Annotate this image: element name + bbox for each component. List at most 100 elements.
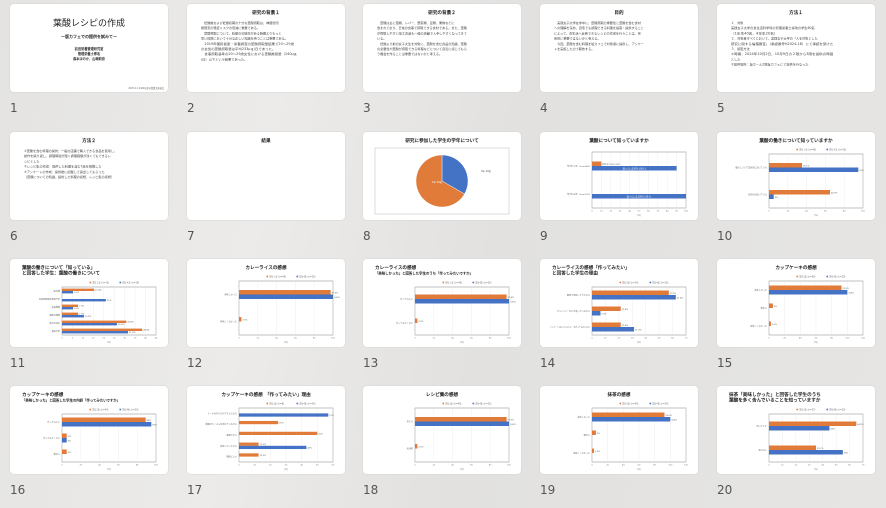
slide-thumbnail-2[interactable]: 研究の背景１ 妊娠前および妊娠初期の十分な葉酸摂取は、神経管閉 鎖障害の発症リスク… xyxy=(187,4,345,92)
x-tick-label: 20 xyxy=(256,338,259,340)
data-label: 2.5% xyxy=(418,447,423,449)
body-text-line: 実践女子大学の食生活科学科の管理栄養士専攻の学生60名 xyxy=(731,25,815,30)
slide-content: カレーライスの感想「美味しかった」と回答した学生のうち「作ってみたいですか」学年… xyxy=(375,264,516,344)
x-tick-label: 0 xyxy=(414,465,416,467)
legend-swatch xyxy=(619,281,622,284)
category-label: 知っていた xyxy=(757,424,768,428)
slide-thumbnail-7[interactable]: 結果 xyxy=(187,132,345,220)
slide-thumbnail-3[interactable]: 研究の背景２ 葉酸は主に藻類、レバー、野菜類、豆類、果物などに 含まれており、日常… xyxy=(363,4,521,92)
x-tick-label: 0 xyxy=(61,465,63,467)
category-label: 無記入 xyxy=(54,452,60,456)
slide-thumbnail-17[interactable]: カップケーキの感想 「作ってみたい」理由 学年1年 (n=8) 学年4年 (n=14… xyxy=(187,386,345,474)
bar xyxy=(62,328,143,331)
bar xyxy=(62,307,74,310)
x-tick-label: 0 xyxy=(768,338,770,340)
slide-thumbnail-9[interactable]: 葉酸について知っていますか 0 10 20 30 40 50 60 70 80 90 100 (%) 学年… xyxy=(540,132,698,220)
category-label: 美味しくなかった xyxy=(750,324,767,328)
slide-title: カップケーキの感想 xyxy=(22,391,64,398)
slide-content: 葉酸について知っていますか 0 10 20 30 40 50 60 70 80 90 100 (%) 学年… xyxy=(567,137,689,217)
body-text-line: （葉酸についての知識、提供した料理の感想、レシピ集の感想） xyxy=(24,174,114,179)
slide-thumbnail-20[interactable]: 抹茶「美味しかった」と回答した学生のうち 葉酸を多く含んでいることを知っていますか… xyxy=(717,386,875,474)
data-label: 97.5% xyxy=(332,293,338,295)
slide-number: 13 xyxy=(363,356,379,370)
bar xyxy=(62,417,146,422)
legend-swatch xyxy=(472,281,475,284)
bar xyxy=(769,194,774,199)
slide-thumbnail-12[interactable]: カレーライスの感想 学年１年 (n=40) 学年4年 (n=20) 0 20 40 60 80… xyxy=(187,259,345,347)
x-tick-label: 50 xyxy=(638,211,641,213)
bar xyxy=(769,450,843,455)
category-label: 美味しかった xyxy=(577,415,590,419)
body-text-line: う機会を作ることは重要ではないかと考える。 xyxy=(377,51,442,56)
slide-thumbnail-11[interactable]: 葉酸の働きについて「知っている」 と回答した学生：葉酸の働きについて 学年１年 (n… xyxy=(10,259,168,347)
legend-label: 学年4年 (n=20) xyxy=(475,401,492,405)
legend-label: 学年1年 (n=37) xyxy=(799,407,816,411)
x-tick-label: 0 xyxy=(591,338,593,340)
legend-swatch xyxy=(796,408,799,411)
data-label: 2.5% xyxy=(772,324,777,326)
body-text-line: によって、食生活へ反映できるレシピの作成を行うことは、将 xyxy=(554,30,641,35)
data-label: 7.7% xyxy=(79,314,84,316)
data-label: 5% xyxy=(68,436,71,438)
x-tick-label: 0 xyxy=(591,211,593,213)
slide-thumbnail-10[interactable]: 葉酸の働きについて知っていますか 学年１年 (n=40) 学年４年 (n=20) 0 2… xyxy=(717,132,875,220)
x-tick-label: 20 xyxy=(432,465,435,467)
slide-thumbnail-18[interactable]: レシピ集の感想 学年1年 (n=40) 学年4年 (n=20) 0 20 40 60 80 10… xyxy=(363,386,521,474)
legend-swatch xyxy=(296,275,299,278)
slide-thumbnail-13[interactable]: カレーライスの感想 「美味しかった」と回答した学生のうち「作ってみたいですか」 学年… xyxy=(363,259,521,347)
x-axis-label: (%) xyxy=(814,214,818,217)
x-tick-label: 10 xyxy=(253,465,256,467)
data-label: 31.6% xyxy=(129,332,135,334)
slide-thumbnail-6[interactable]: 方法２ ①葉酸を含む料理の提供：一般の店舗で購入できる食品を使用し、 試作を繰り返し… xyxy=(10,132,168,220)
x-tick-label: 100 xyxy=(861,211,866,213)
slide-number: 18 xyxy=(363,483,379,497)
author-line: 管理栄養士専攻 xyxy=(78,51,101,56)
plot-frame xyxy=(414,286,510,336)
slide-content: カップケーキの感想「美味しかった」と回答した学生の内訳「作ってみたいですか」学年… xyxy=(22,391,159,471)
slide-number: 12 xyxy=(187,356,203,370)
slide-thumbnail-16[interactable]: カップケーキの感想 「美味しかった」と回答した学生の内訳「作ってみたいですか」 学年… xyxy=(10,386,168,474)
data-label: 31.3% xyxy=(635,330,641,332)
data-label: 5% xyxy=(68,441,71,443)
slide-number: 20 xyxy=(717,483,733,497)
data-label: 知っている100% (20人) xyxy=(627,194,652,198)
x-tick-label: 40 xyxy=(451,465,454,467)
bar xyxy=(239,290,331,295)
slide-title: レシピ集の感想 xyxy=(426,391,459,398)
slide-thumbnail-15[interactable]: カップケーキの感想 学年1年 (n=40) 学年4年 (n=20) 0 20 40 60 80… xyxy=(717,259,875,347)
slide-thumbnail-14[interactable]: カレーライスの感想「作ってみたい」 と回答した学生の理由 学年1年 (n=14) 学年… xyxy=(540,259,698,347)
legend-swatch xyxy=(89,408,92,411)
slide-thumbnail-4[interactable]: 目的 実践女子大学在学中に、葉酸摂取の重要性と葉酸を含む食材 への理解を深め、自宅… xyxy=(540,4,698,92)
x-tick-label: 90 xyxy=(675,211,678,213)
bar xyxy=(592,327,635,332)
body-text-line: いる。 xyxy=(377,36,386,41)
slide-number: 3 xyxy=(363,101,371,115)
slide-title: 葉酸について知っていますか xyxy=(588,137,649,144)
x-tick-label: 30 xyxy=(631,338,634,340)
slide-footer: 2025.2.1 2024年度卒業論文発表会 xyxy=(128,86,165,90)
legend-swatch xyxy=(796,275,799,278)
data-label: 57.2% xyxy=(670,293,676,295)
slide-number: 11 xyxy=(10,356,26,370)
x-tick-label: 80 xyxy=(489,338,492,340)
slide-title: カレーライスの感想「作ってみたい」 xyxy=(552,264,630,271)
legend-label: 学年4年 (n=20) xyxy=(299,274,316,278)
data-label: 100% xyxy=(671,420,677,422)
category-label: 未回答 xyxy=(407,447,413,451)
x-tick-label: 80 xyxy=(653,465,656,467)
data-label: 5.3% xyxy=(74,292,79,294)
slide-number: 16 xyxy=(10,483,26,497)
slide-thumbnail-1[interactable]: 葉酸レシピの作成 ー版カフェでの提供を試みてー 前田栄養管理研究室 管理栄養士専攻 森本… xyxy=(10,4,168,92)
body-text-line: 研究に関する倫理審査」（承認番号H2024-18）にて承認を受けた xyxy=(731,41,833,46)
x-tick-label: 80 xyxy=(489,465,492,467)
category-label: 美味しかったから xyxy=(220,444,237,448)
bar xyxy=(62,320,127,323)
slide-thumbnail-5[interactable]: 方法１ １．対象 実践女子大学の食生活科学科の管理栄養士専攻の学生60名 （1年生40… xyxy=(717,4,875,92)
slide-thumbnail-19[interactable]: 抹茶の感想 学年1年 (n=40) 学年4年 (n=20) 0 20 40 60 80 100 1… xyxy=(540,386,698,474)
x-axis-label: (%) xyxy=(107,468,111,471)
body-text-line: ②提供場所：坂ホール2階坂カフェにて提供を行なった xyxy=(731,62,809,67)
bar xyxy=(592,166,677,171)
bar xyxy=(592,306,621,311)
bar xyxy=(239,442,259,446)
slide-thumbnail-8[interactable]: 研究に参加した学生の学年について 4年 20名 1年 40名 xyxy=(363,132,521,220)
